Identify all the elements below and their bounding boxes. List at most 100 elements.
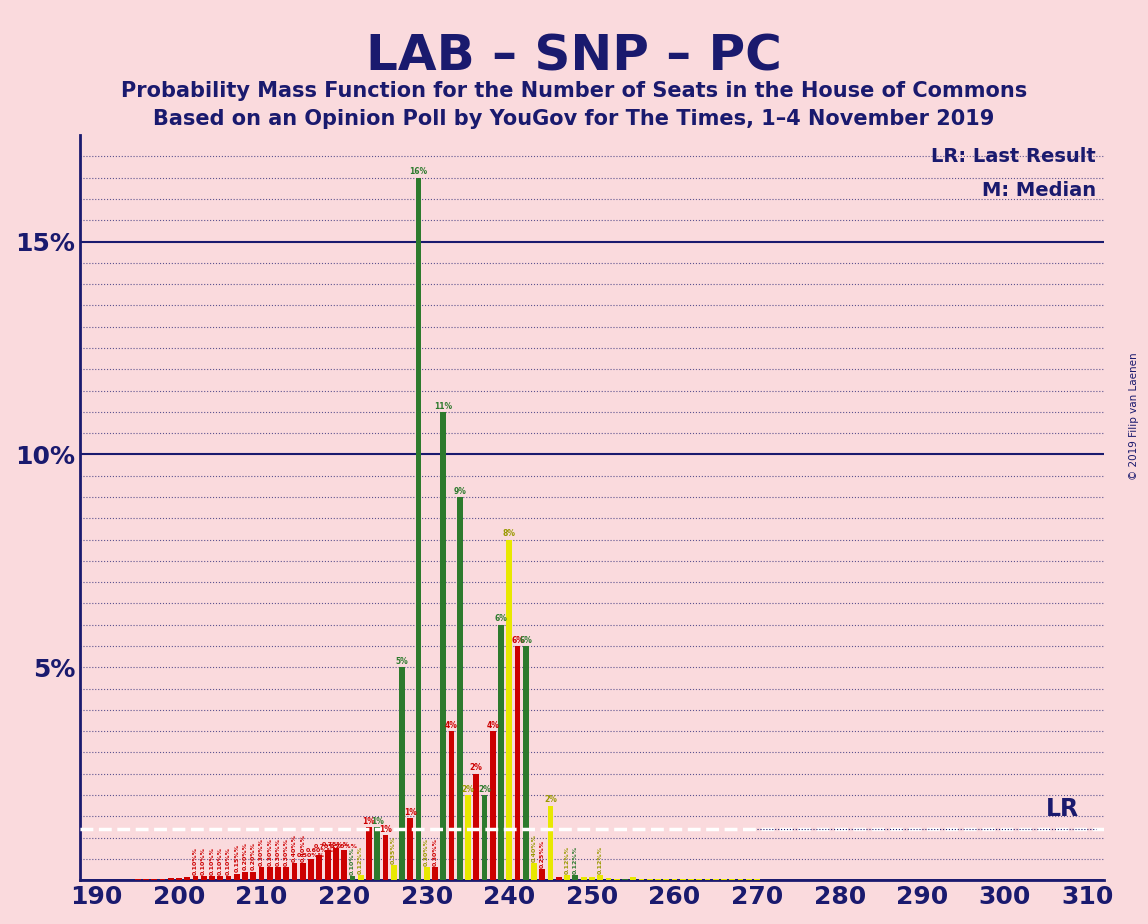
- Text: 0.20%%: 0.20%%: [242, 843, 248, 870]
- Bar: [581, 877, 587, 881]
- Bar: [209, 876, 215, 881]
- Bar: [705, 879, 711, 881]
- Bar: [523, 646, 529, 881]
- Text: 0.12%%: 0.12%%: [358, 845, 363, 873]
- Bar: [556, 877, 561, 881]
- Bar: [506, 540, 512, 881]
- Text: 1%: 1%: [371, 817, 383, 826]
- Text: © 2019 Filip van Laenen: © 2019 Filip van Laenen: [1130, 352, 1139, 480]
- Bar: [217, 876, 223, 881]
- Bar: [697, 879, 703, 881]
- Bar: [292, 863, 297, 881]
- Bar: [564, 875, 571, 881]
- Text: LR: LR: [1046, 796, 1079, 821]
- Bar: [226, 876, 232, 881]
- Bar: [366, 827, 372, 881]
- Text: 2%: 2%: [478, 784, 491, 794]
- Text: 0.30%%: 0.30%%: [276, 838, 280, 866]
- Bar: [193, 876, 199, 881]
- Bar: [638, 879, 644, 881]
- Bar: [589, 877, 595, 881]
- Bar: [333, 848, 339, 881]
- Bar: [400, 667, 405, 881]
- Text: 0.12%%: 0.12%%: [598, 845, 603, 873]
- Bar: [258, 868, 264, 881]
- Text: 0.60%%: 0.60%%: [305, 848, 333, 854]
- Text: 0.10%%: 0.10%%: [193, 846, 197, 875]
- Bar: [408, 819, 413, 881]
- Text: 0.40%%: 0.40%%: [532, 833, 536, 862]
- Bar: [597, 875, 603, 881]
- Text: 6%: 6%: [495, 614, 507, 624]
- Text: 0.30%%: 0.30%%: [259, 838, 264, 866]
- Text: 0.30%%: 0.30%%: [433, 838, 437, 866]
- Bar: [498, 625, 504, 881]
- Text: 0.75%%: 0.75%%: [321, 842, 350, 847]
- Bar: [284, 868, 289, 881]
- Text: 0.50%%: 0.50%%: [297, 853, 325, 857]
- Bar: [176, 878, 181, 881]
- Bar: [646, 879, 652, 881]
- Text: 0.35%%: 0.35%%: [391, 836, 396, 864]
- Bar: [308, 858, 315, 881]
- Text: M: Median: M: Median: [982, 181, 1095, 200]
- Bar: [152, 879, 157, 881]
- Text: 1%: 1%: [363, 817, 375, 826]
- Text: 1%: 1%: [404, 808, 417, 817]
- Text: 2%: 2%: [544, 796, 557, 805]
- Bar: [738, 879, 744, 881]
- Text: 2%: 2%: [470, 763, 482, 772]
- Bar: [317, 855, 323, 881]
- Bar: [382, 835, 388, 881]
- Bar: [680, 879, 685, 881]
- Bar: [449, 731, 455, 881]
- Bar: [614, 879, 620, 881]
- Bar: [416, 177, 421, 881]
- Bar: [672, 879, 677, 881]
- Bar: [548, 806, 553, 881]
- Text: 0.70%%: 0.70%%: [331, 844, 358, 849]
- Bar: [514, 646, 520, 881]
- Bar: [341, 850, 347, 881]
- Bar: [573, 875, 579, 881]
- Bar: [267, 868, 273, 881]
- Bar: [721, 879, 727, 881]
- Bar: [358, 875, 364, 881]
- Text: 0.25%%: 0.25%%: [540, 840, 545, 869]
- Bar: [473, 773, 479, 881]
- Text: 6%: 6%: [511, 636, 523, 645]
- Bar: [432, 868, 437, 881]
- Text: 16%: 16%: [410, 167, 427, 176]
- Text: 0.10%%: 0.10%%: [218, 846, 223, 875]
- Bar: [390, 865, 396, 881]
- Text: 0.70%%: 0.70%%: [313, 844, 342, 849]
- Text: 11%: 11%: [434, 402, 452, 410]
- Bar: [532, 863, 537, 881]
- Text: 0.40%%: 0.40%%: [301, 833, 305, 862]
- Bar: [250, 871, 256, 881]
- Text: 1%: 1%: [379, 825, 391, 834]
- Bar: [457, 497, 463, 881]
- Text: 0.10%%: 0.10%%: [201, 846, 207, 875]
- Bar: [605, 878, 611, 881]
- Text: 4%: 4%: [487, 721, 499, 730]
- Bar: [234, 874, 240, 881]
- Bar: [754, 879, 760, 881]
- Bar: [168, 878, 173, 881]
- Text: 0.30%%: 0.30%%: [284, 838, 289, 866]
- Bar: [276, 868, 281, 881]
- Text: 4%: 4%: [445, 721, 458, 730]
- Bar: [656, 879, 661, 881]
- Text: 6%: 6%: [519, 636, 533, 645]
- Text: 9%: 9%: [453, 487, 466, 495]
- Bar: [465, 795, 471, 881]
- Text: 0.10%%: 0.10%%: [350, 846, 355, 875]
- Bar: [201, 876, 207, 881]
- Bar: [374, 827, 380, 881]
- Bar: [349, 876, 355, 881]
- Text: LAB – SNP – PC: LAB – SNP – PC: [366, 32, 782, 80]
- Text: 0.20%%: 0.20%%: [250, 843, 256, 870]
- Text: Based on an Opinion Poll by YouGov for The Times, 1–4 November 2019: Based on an Opinion Poll by YouGov for T…: [154, 109, 994, 129]
- Bar: [746, 879, 752, 881]
- Text: 5%: 5%: [396, 657, 409, 666]
